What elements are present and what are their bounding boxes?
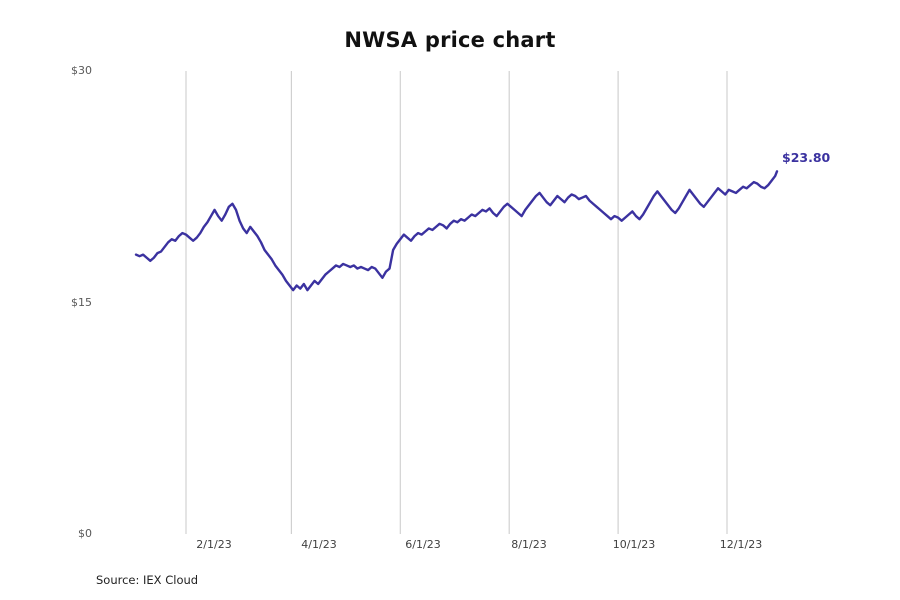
source-note: Source: IEX Cloud (96, 573, 199, 587)
chart-title: NWSA price chart (344, 28, 556, 52)
x-axis-tick-label: 6/1/23 (405, 538, 441, 551)
x-axis-tick-label: 8/1/23 (511, 538, 547, 551)
price-line (134, 170, 779, 292)
last-value-annotation: $23.80 (782, 149, 831, 165)
y-axis-tick-label: $30 (71, 64, 92, 77)
y-axis-tick-label: $0 (78, 527, 92, 540)
x-axis-tick-label: 12/1/23 (719, 538, 763, 551)
x-axis-tick-label: 4/1/23 (301, 538, 337, 551)
gridlines (185, 71, 728, 534)
x-axis-tick-label: 2/1/23 (196, 538, 232, 551)
y-axis-tick-label: $15 (71, 296, 92, 309)
price-line-series (134, 170, 779, 292)
x-axis-tick-label: 10/1/23 (612, 538, 656, 551)
